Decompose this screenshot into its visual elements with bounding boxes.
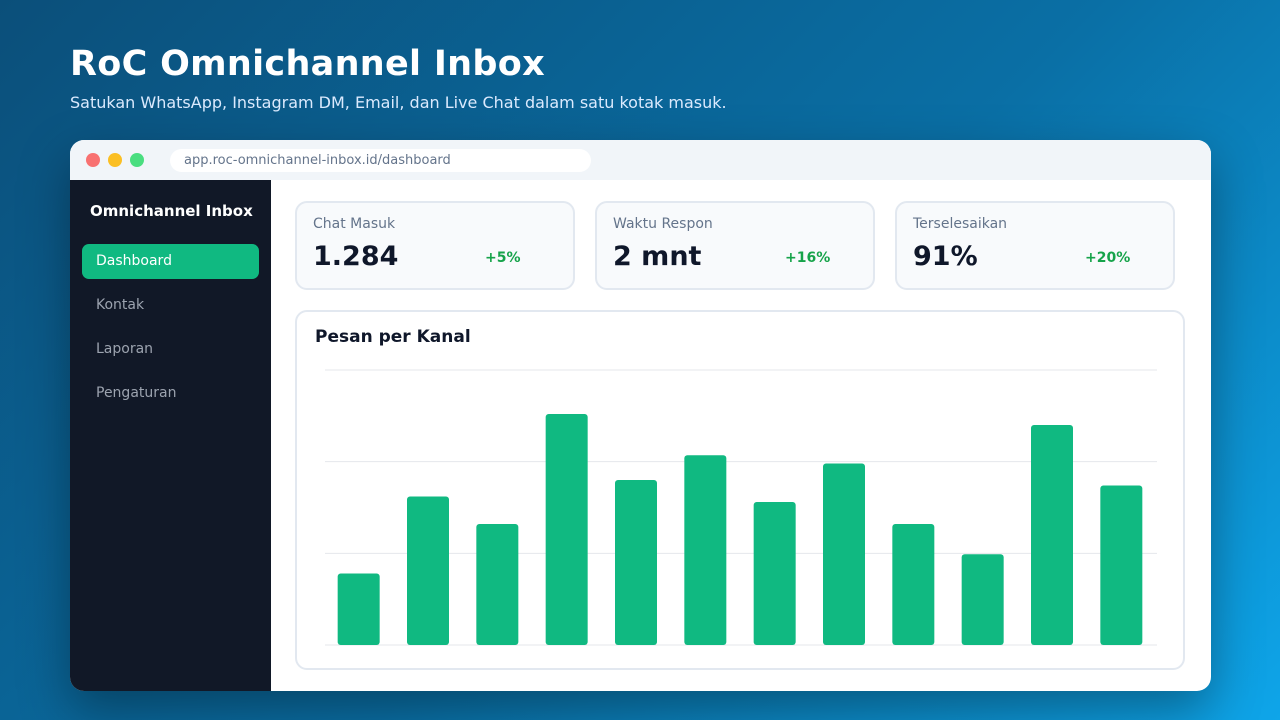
sidebar-item-dashboard[interactable]: Dashboard — [82, 244, 259, 279]
maximize-window-dot[interactable] — [130, 153, 144, 167]
sidebar-item-kontak[interactable]: Kontak — [96, 297, 145, 313]
chart-title: Pesan per Kanal — [315, 327, 471, 347]
chart-bar-2[interactable] — [407, 496, 449, 646]
chart-panel: Pesan per Kanal — [295, 310, 1185, 670]
stat-value: 91% — [913, 241, 978, 272]
sidebar-item-laporan[interactable]: Laporan — [96, 341, 154, 357]
stat-card-waktu-respon: Waktu Respon 2 mnt +16% — [595, 201, 875, 290]
chart-bar-12[interactable] — [1100, 485, 1143, 646]
sidebar-item-pengaturan[interactable]: Pengaturan — [96, 385, 177, 401]
stat-delta: +16% — [785, 250, 831, 266]
stat-card-chat-masuk: Chat Masuk 1.284 +5% — [295, 201, 575, 290]
chart-bar-11[interactable] — [1031, 425, 1073, 645]
stat-delta: +5% — [485, 250, 521, 266]
stat-delta: +20% — [1085, 250, 1131, 266]
chart-bar-7[interactable] — [753, 502, 796, 645]
chart-bar-3[interactable] — [476, 524, 519, 645]
browser-titlebar: app.roc-omnichannel-inbox.id/dashboard — [70, 140, 1211, 180]
stat-value: 1.284 — [313, 241, 399, 272]
chart-bar-6[interactable] — [684, 455, 727, 645]
hero-subtitle: Satukan WhatsApp, Instagram DM, Email, d… — [70, 93, 727, 112]
sidebar-brand: Omnichannel Inbox — [90, 202, 253, 220]
chart-bar-9[interactable] — [892, 524, 935, 645]
chart-bar-4[interactable] — [545, 414, 588, 645]
stat-card-terselesaikan: Terselesaikan 91% +20% — [895, 201, 1175, 290]
stat-label: Waktu Respon — [613, 216, 713, 232]
minimize-window-dot[interactable] — [108, 153, 122, 167]
stat-value: 2 mnt — [613, 241, 702, 272]
chart-bar-8[interactable] — [823, 463, 865, 646]
chart-bar-10[interactable] — [961, 554, 1004, 645]
chart-bar-5[interactable] — [615, 480, 657, 645]
sidebar: Omnichannel Inbox Dashboard Kontak Lapor… — [70, 180, 271, 691]
stat-label: Terselesaikan — [913, 216, 1008, 232]
chart-bar-1[interactable] — [337, 573, 380, 646]
browser-window: app.roc-omnichannel-inbox.id/dashboard O… — [70, 140, 1211, 691]
hero-title: RoC Omnichannel Inbox — [70, 44, 545, 84]
bar-chart — [325, 369, 1157, 646]
url-bar[interactable]: app.roc-omnichannel-inbox.id/dashboard — [170, 149, 591, 172]
close-window-dot[interactable] — [86, 153, 100, 167]
stat-label: Chat Masuk — [313, 216, 396, 232]
